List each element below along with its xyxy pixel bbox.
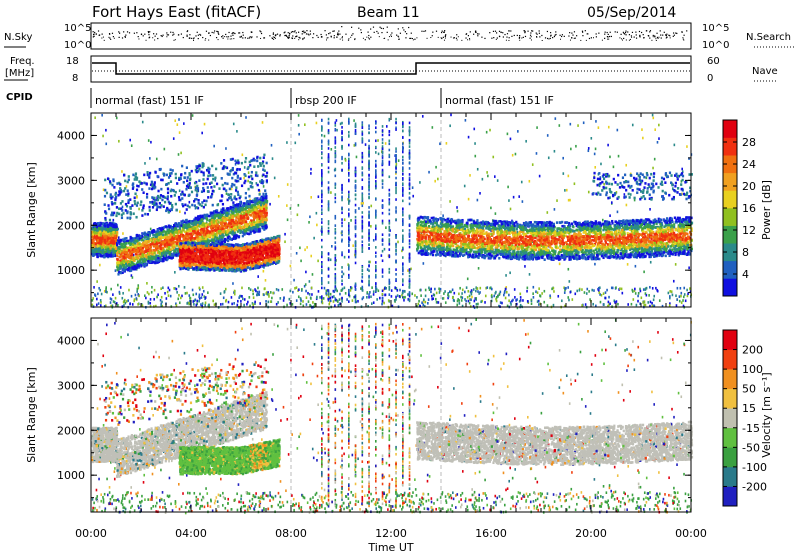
colorbar-swatch — [723, 349, 737, 370]
colorbar-tick-label: 15 — [742, 402, 756, 415]
colorbar-tick-label: -100 — [742, 461, 767, 474]
colorbar-tick-label: 200 — [742, 344, 763, 357]
cpid-label: CPID — [6, 92, 33, 103]
nsky-tick-high: 10^5 — [64, 23, 91, 34]
nsearch-label: N.Search — [746, 32, 791, 43]
y-tick-label: 4000 — [57, 334, 85, 347]
nave-tick-low: 0 — [707, 73, 713, 84]
colorbar-swatch — [723, 447, 737, 468]
power-y-axis: 1000 2000 3000 4000 — [57, 113, 692, 307]
date-label: 05/Sep/2014 — [587, 5, 676, 21]
colorbar-swatch — [723, 466, 737, 487]
nsky-dots — [92, 26, 688, 41]
time-xlabel: Time UT — [367, 541, 413, 554]
velocity-ylabel: Slant Range [km] — [25, 367, 38, 463]
colorbar-tick-label: -50 — [742, 441, 760, 454]
x-tick-label: 08:00 — [275, 527, 307, 540]
y-tick-label: 1000 — [57, 469, 85, 482]
freq-tick-low: 8 — [72, 73, 78, 84]
colorbar-tick-label: -200 — [742, 480, 767, 493]
x-tick-label: 16:00 — [475, 527, 507, 540]
power-colorbar: 4 8 12 16 20 24 28 — [722, 119, 756, 297]
colorbar-tick-label: 24 — [742, 158, 756, 171]
beam-label: Beam 11 — [357, 5, 420, 21]
nave-label: Nave — [752, 66, 778, 77]
power-colorbar-label: Power [dB] — [760, 180, 773, 240]
y-tick-label: 2000 — [57, 219, 85, 232]
freq-panel: Freq. [MHz] 18 8 60 0 Nave — [4, 55, 778, 84]
colorbar-tick-label: 100 — [742, 363, 763, 376]
colorbar-swatch — [723, 155, 737, 174]
colorbar-swatch — [723, 486, 737, 507]
colorbar-swatch — [723, 388, 737, 409]
colorbar-swatch — [723, 208, 737, 226]
colorbar-swatch — [723, 172, 737, 191]
y-tick-label: 3000 — [57, 174, 85, 187]
nsky-label: N.Sky — [4, 32, 32, 43]
colorbar-swatch — [723, 427, 737, 448]
power-panel: 1000 2000 3000 4000 Slant Range [km] 4 8 12 16… — [25, 112, 773, 310]
nsky-panel: N.Sky 10^5 10^0 10^5 10^0 N.Search — [4, 22, 796, 51]
colorbar-tick-label: 8 — [742, 246, 749, 259]
freq-tick-high: 18 — [66, 56, 79, 67]
colorbar-swatch — [723, 260, 737, 279]
x-tick-label: 04:00 — [175, 527, 207, 540]
y-tick-label: 1000 — [57, 264, 85, 277]
colorbar-swatch — [723, 408, 737, 429]
colorbar-tick-label: 28 — [742, 136, 756, 149]
freq-label-line2: [MHz] — [5, 68, 34, 79]
freq-label-line1: Freq. — [10, 56, 35, 67]
colorbar-tick-label: 4 — [742, 268, 749, 281]
power-ylabel: Slant Range [km] — [25, 162, 38, 258]
colorbar-swatch — [723, 243, 737, 262]
colorbar-swatch — [723, 225, 737, 244]
radar-title: Fort Hays East (fitACF) — [92, 3, 261, 21]
nsearch-tick-low: 10^0 — [702, 40, 729, 51]
velocity-y-axis: 1000 2000 3000 4000 — [57, 318, 692, 512]
y-tick-label: 2000 — [57, 424, 85, 437]
cpid-segment-label: normal (fast) 151 IF — [445, 94, 554, 107]
colorbar-swatch — [723, 330, 737, 350]
colorbar-swatch — [723, 190, 737, 209]
nsky-tick-low: 10^0 — [64, 40, 91, 51]
colorbar-swatch — [723, 137, 737, 156]
x-tick-label: 20:00 — [575, 527, 607, 540]
colorbar-tick-label: 20 — [742, 180, 756, 193]
x-tick-label: 12:00 — [375, 527, 407, 540]
x-tick-label: 00:00 — [675, 527, 707, 540]
cpid-segment-label: rbsp 200 IF — [295, 94, 357, 107]
cpid-segment-label: normal (fast) 151 IF — [95, 94, 204, 107]
colorbar-tick-label: 16 — [742, 202, 756, 215]
cpid-row: CPID normal (fast) 151 IF rbsp 200 IF norm… — [6, 88, 554, 108]
nsearch-tick-high: 10^5 — [702, 23, 729, 34]
velocity-data-area — [91, 318, 694, 515]
colorbar-swatch — [723, 278, 737, 297]
x-tick-label: 00:00 — [75, 527, 107, 540]
velocity-colorbar-label: Velocity [m s⁻¹] — [760, 372, 773, 457]
colorbar-swatch — [723, 120, 737, 138]
y-tick-label: 4000 — [57, 129, 85, 142]
nave-tick-high: 60 — [707, 56, 720, 67]
velocity-colorbar: 200 100 50 15 -15 -50 -100 -200 — [722, 329, 767, 507]
y-tick-label: 3000 — [57, 379, 85, 392]
time-x-axis: 00:00 04:00 08:00 12:00 16:00 20:00 00:00 — [75, 527, 707, 540]
colorbar-tick-label: 12 — [742, 224, 756, 237]
colorbar-swatch — [723, 369, 737, 389]
colorbar-tick-label: -15 — [742, 422, 760, 435]
power-data-area — [91, 113, 694, 310]
colorbar-tick-label: 50 — [742, 383, 756, 396]
